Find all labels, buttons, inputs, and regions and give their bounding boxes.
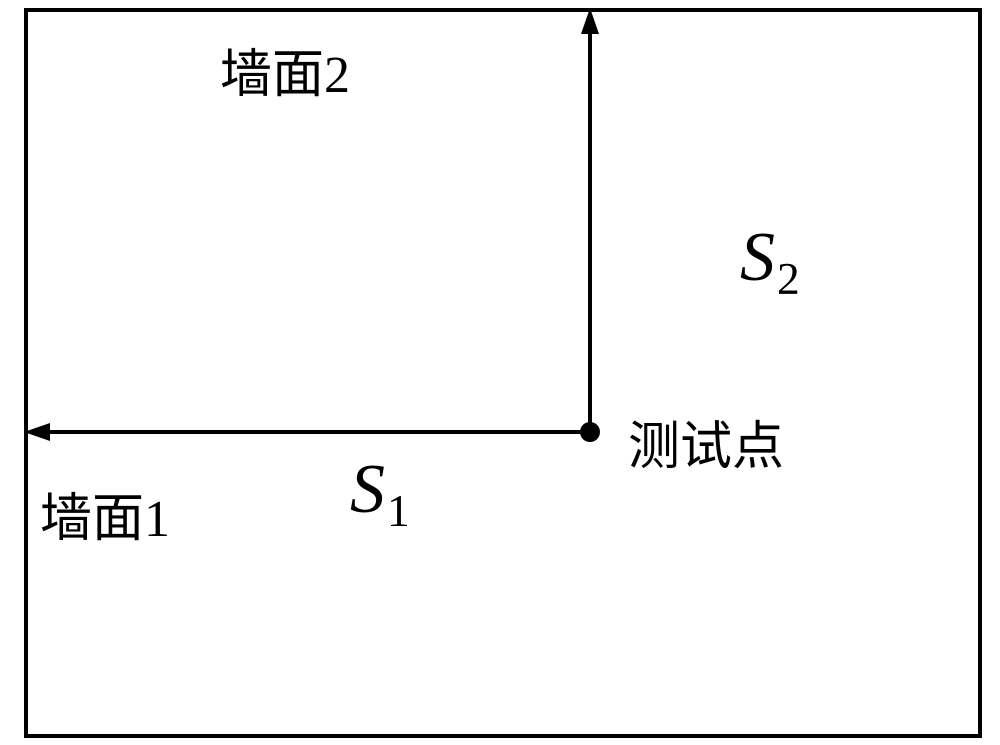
- label-test-point: 测试点: [628, 404, 784, 479]
- diagram-container: 墙面2 墙面1 测试点 S1 S2: [0, 0, 1000, 745]
- label-s1: S1: [350, 450, 410, 537]
- label-wall-1: 墙面1: [40, 476, 170, 551]
- label-s1-sub: 1: [387, 485, 410, 536]
- label-s2: S2: [740, 218, 800, 305]
- label-wall-2: 墙面2: [220, 32, 350, 107]
- test-point-dot: [580, 422, 600, 442]
- label-s2-main: S: [740, 219, 775, 296]
- arrows-layer: [0, 0, 1000, 745]
- label-s1-main: S: [350, 451, 385, 528]
- label-s2-sub: 2: [777, 253, 800, 304]
